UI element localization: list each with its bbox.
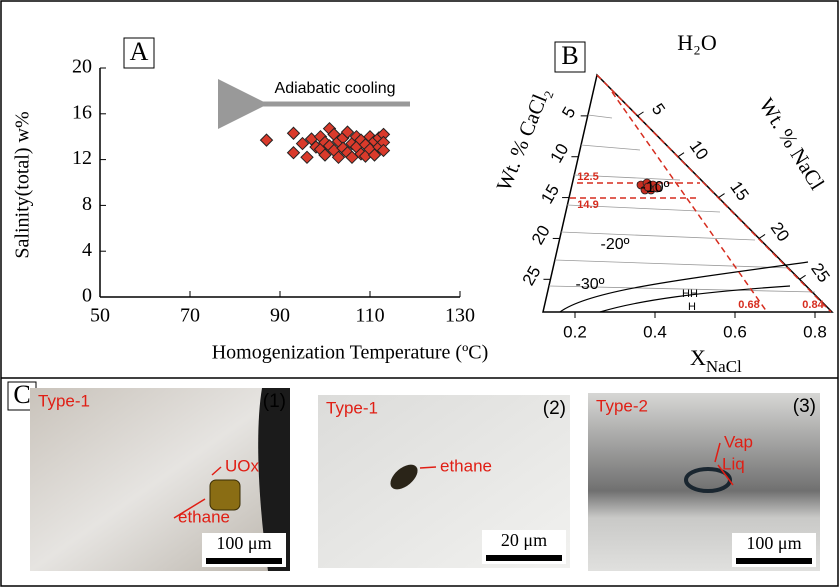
y-tick-label: 20 <box>72 56 92 78</box>
y-tick-label: 4 <box>82 239 92 261</box>
image-number: (1) <box>263 391 286 412</box>
x-tick-label: 130 <box>445 305 475 327</box>
feature-label: ethane <box>178 507 230 526</box>
right-tick <box>638 112 644 116</box>
type-label: Type-1 <box>38 391 90 410</box>
field-label: H <box>688 301 696 313</box>
panel-label: C <box>13 380 30 409</box>
point <box>288 147 300 159</box>
image-number: (2) <box>543 398 566 419</box>
left-tick-label: 15 <box>537 181 563 207</box>
right-tick-label: 20 <box>767 219 793 245</box>
xnacl-label: 0.84 <box>802 299 824 311</box>
feature-label: Liq <box>722 454 745 473</box>
x-tick-label: 0.6 <box>723 322 747 341</box>
image-number: (3) <box>793 396 816 417</box>
crystal <box>210 480 240 510</box>
pointer <box>420 467 436 468</box>
right-tick <box>759 234 765 238</box>
right-label: Wt. % NaCl <box>754 94 829 194</box>
x-axis-title-main: X <box>690 345 706 370</box>
panel-label: B <box>561 41 578 70</box>
left-tick-label: 5 <box>558 104 579 122</box>
scale-label: 100 μm <box>746 533 801 553</box>
isotherm-label: -30º <box>576 276 605 293</box>
x-tick-label: 90 <box>270 305 290 327</box>
x-tick-label: 0.8 <box>803 322 827 341</box>
y-axis-title: Salinity(total) w% <box>12 111 34 258</box>
x-axis-title-sub: NaCl <box>706 357 742 376</box>
field-label: HH <box>682 288 698 300</box>
feature-label: UOx <box>225 456 260 475</box>
x-tick-label: 110 <box>355 305 384 327</box>
scale-bar <box>206 558 282 564</box>
scale-label: 20 μm <box>501 530 547 550</box>
panel-label: A <box>130 37 149 66</box>
right-tick <box>800 275 806 279</box>
guide-lines <box>570 75 831 312</box>
figure: A Adiabatic cooling Homogenization Tempe… <box>0 0 839 587</box>
right-tick-label: 5 <box>648 100 669 119</box>
right-tick <box>719 194 725 198</box>
scale-label: 100 μm <box>216 533 271 553</box>
right-tick-label: 10 <box>686 137 712 163</box>
x-tick-label: 50 <box>90 305 110 327</box>
top-label: H₂O <box>677 30 716 55</box>
right-tick-label: 25 <box>807 260 833 286</box>
scale-bar <box>736 558 812 564</box>
isotherm-label: -20º <box>601 236 630 253</box>
y-tick-label: 8 <box>82 193 92 215</box>
feature-label: Vap <box>724 432 753 451</box>
x-tick-label: 0.4 <box>643 322 667 341</box>
x-axis-title: XNaCl <box>690 345 742 376</box>
scale-bar <box>486 555 562 561</box>
x-axis-title: Homogenization Temperature (ºC) <box>212 342 489 364</box>
salinity-label: 14.9 <box>577 199 598 211</box>
point <box>301 151 313 163</box>
point <box>261 134 273 146</box>
type-label: Type-1 <box>326 398 378 417</box>
left-tick-label: 20 <box>528 222 554 248</box>
right-tick-label: 15 <box>726 178 752 204</box>
isotherm-label: -10º <box>641 179 670 196</box>
x-tick-label: 70 <box>180 305 200 327</box>
type-label: Type-2 <box>596 396 648 415</box>
left-tick-label: 10 <box>547 140 573 166</box>
salinity-label: 12.5 <box>577 171 598 183</box>
feature-label: ethane <box>440 456 492 475</box>
y-tick-label: 16 <box>72 101 92 123</box>
y-tick-label: 0 <box>82 285 92 307</box>
x-tick-label: 0.2 <box>563 322 587 341</box>
y-tick-label: 12 <box>72 147 92 169</box>
point <box>288 127 300 139</box>
xnacl-label: 0.68 <box>738 299 759 311</box>
left-tick-label: 25 <box>519 263 545 289</box>
left-label: Wt. % CaCl₂ <box>491 84 554 194</box>
right-tick <box>678 153 684 157</box>
annotation: Adiabatic cooling <box>275 80 396 97</box>
